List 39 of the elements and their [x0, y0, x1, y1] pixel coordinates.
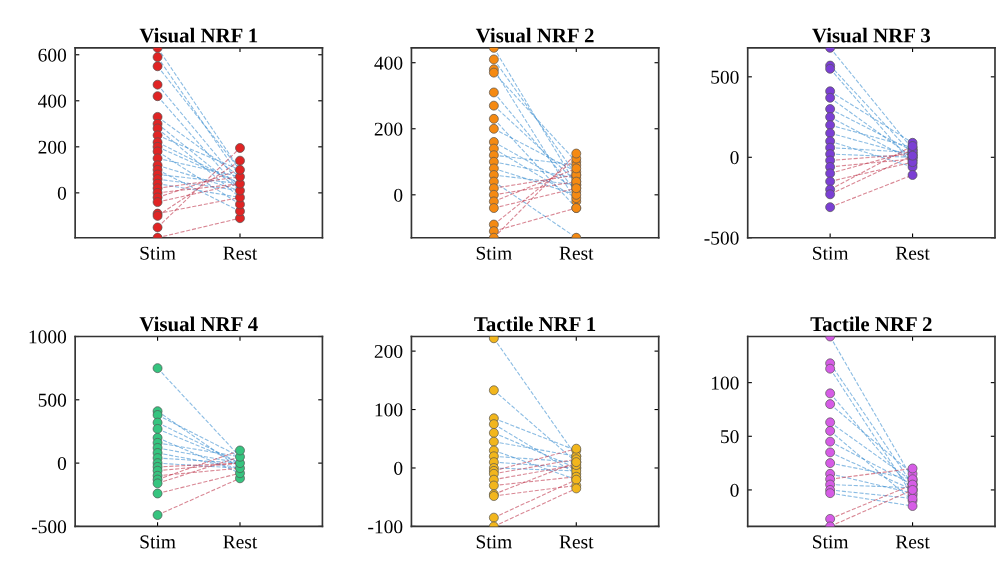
y-tick-label: 200: [374, 344, 403, 359]
y-tick-label: 1000: [29, 330, 67, 344]
y-tick-label: 400: [38, 94, 67, 108]
chart-title: Tactile NRF 2: [810, 316, 932, 332]
x-tick-label: Rest: [559, 535, 594, 549]
x-tick-label: Stim: [813, 246, 849, 260]
x-tick-label: Rest: [895, 535, 930, 549]
x-tick-label: Stim: [476, 535, 512, 549]
x-tick-label: Stim: [140, 535, 176, 549]
x-tick-label: Rest: [223, 246, 258, 260]
chart-title: Visual NRF 1: [139, 27, 258, 43]
y-tick-label: 100: [375, 403, 403, 417]
chart-title: Tactile NRF 1: [474, 316, 596, 332]
x-tick-label: Rest: [559, 246, 594, 260]
y-tick-label: 600: [38, 48, 67, 62]
chart-title: Visual NRF 3: [812, 27, 931, 43]
chart-title: Visual NRF 4: [139, 316, 258, 332]
y-tick-label: 50: [721, 430, 739, 444]
y-tick-label: 0: [730, 151, 739, 165]
y-tick-label: 200: [38, 140, 67, 154]
x-tick-label: Stim: [813, 535, 849, 549]
y-tick-label: 400: [374, 56, 403, 70]
y-tick-label: 0: [730, 483, 739, 497]
y-tick-label: 0: [57, 186, 67, 200]
y-tick-label: 200: [374, 122, 403, 136]
y-tick-label: 500: [711, 70, 739, 84]
y-tick-label: 100: [711, 376, 739, 390]
x-tick-label: Stim: [140, 246, 176, 260]
y-tick-label: 0: [394, 188, 403, 202]
y-tick-label: -500: [31, 520, 67, 534]
y-tick-label: 0: [57, 456, 67, 471]
y-tick-label: -500: [704, 231, 739, 245]
y-tick-label: 500: [38, 393, 67, 407]
y-tick-label: -100: [368, 520, 403, 534]
chart-title: Visual NRF 2: [475, 27, 594, 43]
x-tick-label: Rest: [895, 246, 930, 260]
x-tick-label: Stim: [476, 246, 512, 260]
y-tick-label: 0: [394, 461, 403, 475]
x-tick-label: Rest: [223, 535, 258, 549]
